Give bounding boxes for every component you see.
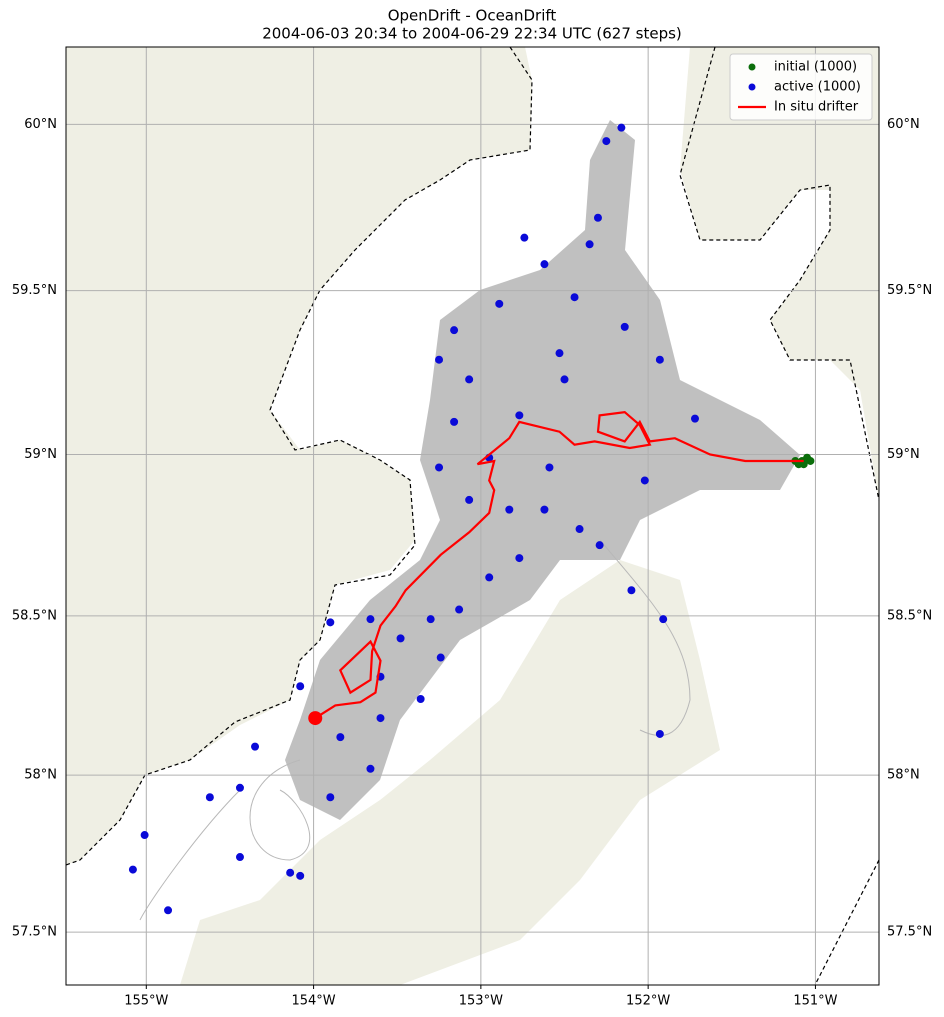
border xyxy=(66,47,533,866)
x-tick-label: 155°W xyxy=(124,994,168,1009)
particle xyxy=(560,375,569,384)
particle xyxy=(570,293,579,302)
particle xyxy=(366,764,375,773)
particle xyxy=(659,615,668,624)
spread xyxy=(285,120,800,820)
particle xyxy=(140,831,149,840)
y-tick-label: 58°N xyxy=(24,768,57,783)
particle xyxy=(640,476,649,485)
land xyxy=(66,47,532,865)
legend-label: active (1000) xyxy=(774,80,861,95)
y-tick-label-right: 58°N xyxy=(887,768,920,783)
particle xyxy=(396,634,405,643)
x-tick-label: 153°W xyxy=(459,994,503,1009)
plot-frame xyxy=(65,46,880,986)
y-tick-label-right: 60°N xyxy=(887,117,920,132)
legend-box xyxy=(729,53,873,121)
particle xyxy=(655,355,664,364)
particle xyxy=(690,414,699,423)
y-tick-label-right: 59°N xyxy=(887,447,920,462)
legend-label: initial (1000) xyxy=(774,60,857,75)
particle xyxy=(655,729,664,738)
particle xyxy=(450,326,459,335)
basemap xyxy=(66,47,879,985)
particle xyxy=(128,865,137,874)
drifter-track xyxy=(314,410,804,720)
particle xyxy=(435,355,444,364)
y-tick-label-right: 59.5°N xyxy=(887,283,932,298)
particle xyxy=(296,871,305,880)
particle xyxy=(435,463,444,472)
particle xyxy=(205,793,214,802)
particle xyxy=(286,868,295,877)
particle xyxy=(436,653,445,662)
particle xyxy=(495,299,504,308)
y-tick-label: 59°N xyxy=(24,447,57,462)
particle xyxy=(617,123,626,132)
y-tick-label: 59.5°N xyxy=(12,283,57,298)
particle xyxy=(520,233,529,242)
legend-swatch xyxy=(748,63,756,71)
x-tick-label: 154°W xyxy=(291,994,335,1009)
particle xyxy=(426,615,435,624)
particle xyxy=(540,505,549,514)
particle xyxy=(455,605,464,614)
particle xyxy=(627,586,636,595)
particle xyxy=(416,694,425,703)
x-tick-label: 152°W xyxy=(626,994,670,1009)
particle xyxy=(540,260,549,269)
particle xyxy=(602,137,611,146)
y-tick-label: 57.5°N xyxy=(12,925,57,940)
particle xyxy=(376,714,385,723)
particle xyxy=(450,417,459,426)
plot-layer xyxy=(66,47,879,985)
particle xyxy=(336,733,345,742)
particle xyxy=(545,463,554,472)
particle xyxy=(806,456,815,465)
particle xyxy=(515,411,524,420)
particle xyxy=(366,615,375,624)
y-tick-label-right: 58.5°N xyxy=(887,608,932,623)
legend-label: In situ drifter xyxy=(774,100,859,115)
particle xyxy=(465,495,474,504)
particle xyxy=(595,541,604,550)
particle xyxy=(585,240,594,249)
y-tick-label: 60°N xyxy=(24,117,57,132)
chart-title: OpenDrift - OceanDrift xyxy=(388,7,557,25)
y-tick-label: 58.5°N xyxy=(12,608,57,623)
legend-swatch xyxy=(748,83,756,91)
x-tick-label: 151°W xyxy=(793,994,837,1009)
particle xyxy=(575,525,584,534)
particle xyxy=(326,618,335,627)
particle xyxy=(296,682,305,691)
particle xyxy=(235,853,244,862)
particle xyxy=(251,742,260,751)
particle xyxy=(164,906,173,915)
y-tick-label-right: 57.5°N xyxy=(887,925,932,940)
particle xyxy=(620,322,629,331)
particle xyxy=(485,573,494,582)
particle xyxy=(799,460,808,469)
particle xyxy=(235,783,244,792)
border xyxy=(679,47,879,985)
particle xyxy=(505,505,514,514)
particle xyxy=(465,375,474,384)
chart-subtitle: 2004-06-03 20:34 to 2004-06-29 22:34 UTC… xyxy=(262,25,682,43)
land xyxy=(680,47,879,500)
particle xyxy=(326,793,335,802)
particle xyxy=(593,213,602,222)
drifter-end xyxy=(308,711,323,726)
particle xyxy=(515,554,524,563)
land xyxy=(180,560,720,985)
particle xyxy=(555,349,564,358)
